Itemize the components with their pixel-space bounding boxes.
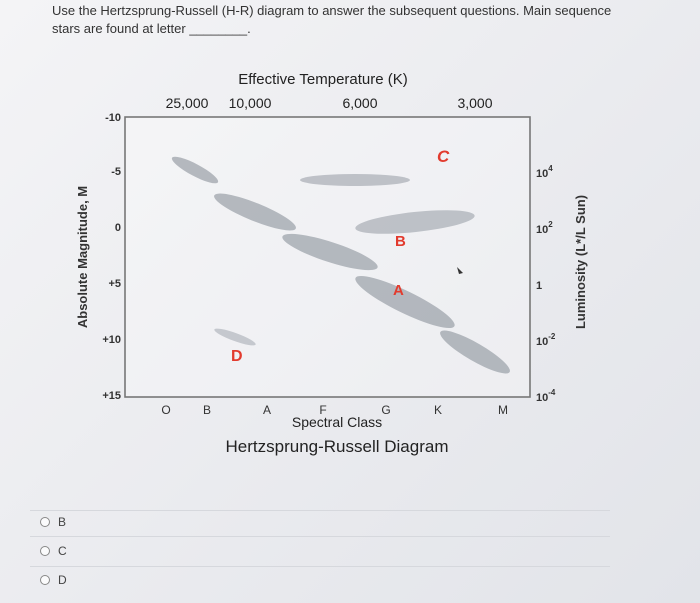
option-b[interactable]: B	[40, 511, 600, 533]
arrow-marker-icon	[457, 267, 463, 274]
white-dwarf-stars	[214, 328, 256, 346]
question-line-2-text: stars are found at letter	[52, 21, 186, 36]
letter-a: A	[393, 282, 404, 299]
hr-diagram-figure: Effective Temperature (K) 25,000 10,000 …	[55, 52, 610, 502]
temperature-label-10000: 10,000	[229, 95, 272, 111]
magnitude-tick-label: -5	[111, 166, 121, 178]
diagram-caption: Hertzsprung-Russell Diagram	[226, 437, 449, 456]
question-text: Use the Hertzsprung-Russell (H-R) diagra…	[52, 2, 652, 38]
divider	[30, 536, 610, 537]
magnitude-tick-label: 0	[115, 222, 121, 234]
magnitude-axis-title: Absolute Magnitude, M	[75, 186, 90, 328]
spectral-class-label: G	[381, 403, 390, 417]
luminosity-axis-title: Luminosity (L*/L Sun)	[573, 195, 588, 329]
temperature-label-25000: 25,000	[166, 95, 209, 111]
luminosity-tick-label: 10-2	[536, 332, 556, 348]
main-sequence-band	[171, 156, 510, 374]
magnitude-tick-label: +5	[108, 278, 121, 290]
answer-blank: ________.	[189, 21, 251, 36]
spectral-class-label: K	[434, 403, 442, 417]
spectral-axis: O B A F G K M	[161, 403, 508, 417]
spectral-class-label: M	[498, 403, 508, 417]
magnitude-tick-label: +10	[102, 334, 121, 346]
luminosity-axis: 104 102 1 10-2 10-4	[536, 164, 556, 404]
spectral-class-label: A	[263, 403, 271, 417]
temperature-axis-title: Effective Temperature (K)	[238, 71, 408, 88]
magnitude-tick-label: -10	[105, 112, 121, 124]
divider-top	[30, 510, 610, 511]
letter-d: D	[231, 348, 243, 365]
option-d[interactable]: D	[40, 569, 600, 591]
radio-button-b[interactable]	[40, 517, 50, 527]
radio-button-c[interactable]	[40, 546, 50, 556]
option-c[interactable]: C	[40, 540, 600, 562]
question-line-1: Use the Hertzsprung-Russell (H-R) diagra…	[52, 3, 612, 18]
option-label-d: D	[58, 573, 67, 587]
temperature-label-6000: 6,000	[342, 95, 377, 111]
luminosity-tick-label: 10-4	[536, 388, 556, 404]
luminosity-tick-label: 104	[536, 164, 553, 180]
luminosity-tick-label: 1	[536, 280, 542, 292]
spectral-axis-title: Spectral Class	[292, 414, 382, 430]
luminosity-tick-label: 102	[536, 220, 553, 236]
spectral-class-label: F	[319, 403, 326, 417]
giant-branch-stars	[300, 174, 475, 234]
radio-button-d[interactable]	[40, 575, 50, 585]
magnitude-axis: -10 -5 0 +5 +10 +15	[102, 112, 121, 402]
divider	[30, 566, 610, 567]
spectral-class-label: O	[161, 403, 170, 417]
option-label-b: B	[58, 515, 67, 529]
question-line-2: stars are found at letter ________.	[52, 20, 652, 38]
option-label-c: C	[58, 544, 67, 558]
letter-c: C	[437, 147, 450, 166]
letter-b: B	[395, 233, 406, 250]
spectral-class-label: B	[203, 403, 211, 417]
temperature-label-3000: 3,000	[457, 95, 492, 111]
magnitude-tick-label: +15	[102, 390, 121, 402]
hr-diagram: Effective Temperature (K) 25,000 10,000 …	[75, 71, 588, 456]
